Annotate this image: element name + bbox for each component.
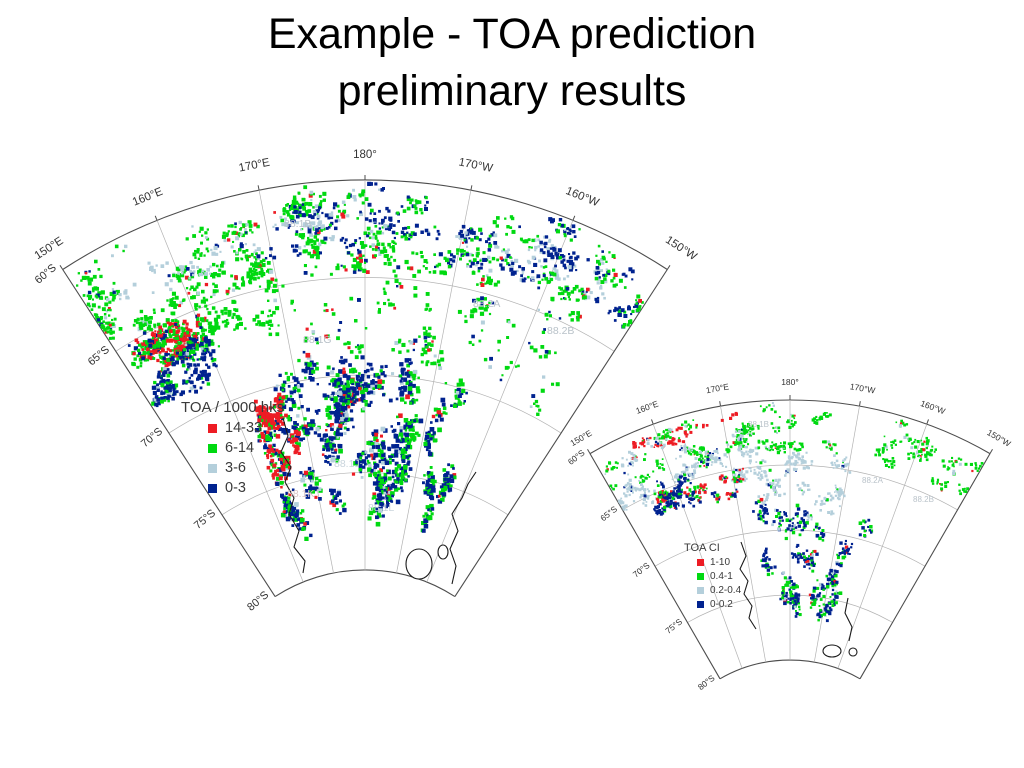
region-label: 88.1B — [284, 218, 311, 230]
legend-item-label: 6-14 — [225, 440, 255, 456]
legend-swatch — [697, 587, 704, 594]
meridian-tick — [859, 401, 861, 407]
longitude-label: 160°E — [634, 398, 660, 415]
meridian-tick — [666, 265, 671, 270]
island-outline — [437, 544, 449, 560]
legend-swatch — [697, 601, 704, 608]
coastline-path — [739, 541, 757, 630]
longitude-label: 160°E — [131, 186, 165, 209]
meridian-tick — [257, 185, 260, 191]
meridian-line — [589, 453, 721, 680]
longitude-label: 180° — [353, 149, 377, 161]
longitude-label: 170°W — [849, 381, 876, 395]
longitude-label: 150°E — [568, 428, 593, 448]
slide-title: Example - TOA prediction preliminary res… — [0, 6, 1024, 120]
legend-item: 1-10 — [697, 557, 741, 568]
latitude-label: 60°S — [566, 447, 587, 466]
latitude-label: 80°S — [245, 589, 271, 614]
legend-swatch — [208, 443, 217, 453]
longitude-label: 150°W — [985, 427, 1012, 448]
legend-item: 0-3 — [208, 480, 284, 496]
latitude-label: 65°S — [86, 344, 112, 369]
meridian-line — [859, 453, 991, 680]
legend-item-label: 0.4-1 — [710, 571, 733, 582]
meridian-tick — [651, 419, 654, 425]
region-label: 88.2A — [862, 476, 884, 485]
meridian-tick — [719, 401, 721, 407]
longitude-label: 170°E — [238, 157, 271, 175]
island-outline — [405, 548, 433, 580]
longitude-label: 170°W — [458, 156, 494, 174]
legend-item-label: 0-3 — [225, 480, 246, 496]
latitude-label: 75°S — [663, 616, 684, 635]
longitude-label: 180° — [781, 377, 799, 387]
region-label: 88.2B — [547, 325, 574, 337]
legend-swatch — [208, 463, 217, 473]
parallel-80S — [719, 659, 861, 680]
legend-title: TOA CI — [684, 542, 720, 554]
meridian-tick — [926, 419, 929, 425]
latitude-label: 65°S — [598, 504, 619, 523]
left-map: 88.1B 88.1G 88.2A 88.2B 88.1J 88.1K 88.1L 150°E… — [33, 149, 699, 614]
region-label: 88.1J — [334, 458, 360, 470]
longitude-label: 160°W — [919, 398, 946, 416]
region-label: 88.2B — [913, 495, 934, 504]
latitude-label: 60°S — [33, 262, 59, 287]
legend-item-label: 14-33 — [225, 420, 263, 436]
longitude-label: 150°E — [33, 235, 66, 262]
legend-item-label: 0-0.2 — [710, 599, 733, 610]
latitude-label: 75°S — [192, 507, 218, 532]
legend-item: 14-33 — [208, 420, 284, 436]
meridian-tick — [989, 449, 993, 454]
coastline-path — [280, 417, 306, 574]
meridian-line — [837, 423, 928, 669]
region-label: 88.1K — [287, 488, 314, 500]
meridian-line — [62, 269, 276, 597]
region-label: 88.1L — [368, 502, 394, 514]
right-map: 88.1B 88.2A 88.2B 150°E 160°E 170°E 180° 170°W 1… — [566, 377, 1013, 692]
data-dots-layer — [76, 181, 644, 541]
title-line-2: preliminary results — [337, 67, 687, 115]
meridian-tick — [59, 265, 64, 270]
longitude-label: 150°W — [663, 234, 699, 263]
legend-swatch — [697, 559, 704, 566]
meridian-line — [652, 423, 743, 669]
region-label: 88.2A — [473, 298, 500, 310]
toa-ci-legend: TOA CI 1-10 0.4-1 0.2-0.4 0-0.2 — [684, 542, 741, 610]
latitude-label: 70°S — [631, 560, 652, 579]
legend-swatch — [697, 573, 704, 580]
legend-item-label: 0.2-0.4 — [710, 585, 742, 596]
legend-swatch — [208, 483, 217, 493]
meridian-tick — [470, 185, 473, 191]
meridian-tick — [587, 449, 591, 454]
legend-swatch — [208, 423, 217, 433]
legend-title: TOA / 1000 hks — [181, 399, 285, 416]
meridian-line — [813, 406, 860, 663]
title-line-1: Example - TOA prediction — [267, 10, 757, 58]
longitude-label: 170°E — [705, 381, 730, 395]
island-outline — [822, 644, 842, 658]
latitude-label: 80°S — [696, 673, 717, 692]
toa-hooks-legend: TOA / 1000 hks 14-33 6-14 3-6 0-3 — [181, 399, 284, 496]
legend-item-label: 1-10 — [710, 557, 731, 568]
legend-item: 6-14 — [208, 440, 284, 456]
legend-item: 0.4-1 — [697, 571, 741, 582]
island-outline — [848, 647, 858, 657]
legend-item: 0.2-0.4 — [697, 585, 741, 596]
meridian-tick — [572, 215, 576, 221]
coastline-path — [844, 597, 853, 642]
region-label: 88.1G — [303, 334, 332, 346]
legend-item: 3-6 — [208, 460, 284, 476]
data-dots-layer — [604, 402, 984, 623]
legend-item-label: 3-6 — [225, 460, 246, 476]
coastline-path — [449, 471, 477, 585]
region-label: 88.1B — [748, 420, 769, 429]
longitude-label: 160°W — [564, 185, 601, 209]
meridian-tick — [154, 215, 158, 221]
latitude-label: 70°S — [139, 425, 165, 450]
legend-item: 0-0.2 — [697, 599, 741, 610]
